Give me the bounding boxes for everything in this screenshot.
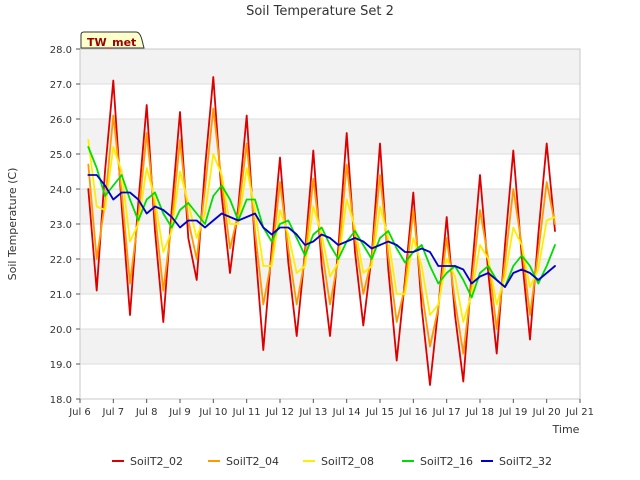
x-tick-label: Jul 12 bbox=[265, 407, 294, 418]
series-line-SoilT2_02 bbox=[87, 76, 556, 386]
background-band bbox=[80, 119, 580, 154]
x-tick-label: Jul 11 bbox=[232, 407, 261, 418]
y-tick-label: 28.0 bbox=[50, 45, 72, 56]
legend-item-SoilT2_16: SoilT2_16 bbox=[402, 455, 473, 468]
x-tick-label: Jul 15 bbox=[365, 407, 394, 418]
legend-item-SoilT2_02: SoilT2_02 bbox=[112, 455, 183, 468]
y-tick-label: 22.0 bbox=[50, 255, 72, 266]
x-tick-label: Jul 14 bbox=[332, 407, 361, 418]
x-axis-label: Time bbox=[552, 423, 580, 436]
x-tick-label: Jul 7 bbox=[102, 407, 125, 418]
series-line-SoilT2_04 bbox=[87, 107, 556, 355]
legend-label: SoilT2_16 bbox=[420, 455, 473, 468]
legend-item-SoilT2_04: SoilT2_04 bbox=[208, 455, 279, 468]
background-band bbox=[80, 49, 580, 84]
background-band bbox=[80, 189, 580, 224]
chart-title: Soil Temperature Set 2 bbox=[246, 4, 394, 19]
x-tick-label: Jul 20 bbox=[532, 407, 561, 418]
legend-label: SoilT2_32 bbox=[499, 455, 552, 468]
site-badge: TW_met bbox=[80, 31, 145, 49]
x-tick-label: Jul 21 bbox=[565, 407, 594, 418]
series-line-SoilT2_16 bbox=[87, 146, 556, 299]
x-tick-label: Jul 17 bbox=[432, 407, 461, 418]
y-tick-label: 19.0 bbox=[50, 360, 72, 371]
x-axis-ticks: Jul 6 Jul 7 Jul 8 Jul 9 Jul 10 Jul 11 Jul 12 Ju… bbox=[68, 399, 594, 418]
x-tick-label: Jul 9 bbox=[168, 407, 191, 418]
y-tick-label: 26.0 bbox=[50, 115, 72, 126]
y-tick-label: 18.0 bbox=[50, 395, 72, 406]
y-tick-label: 24.0 bbox=[50, 185, 72, 196]
x-tick-label: Jul 10 bbox=[198, 407, 227, 418]
y-axis-ticks: 18.0 19.0 20.0 21.0 22.0 23.0 24.0 25.0 26.0 27.0… bbox=[50, 45, 80, 406]
y-tick-label: 23.0 bbox=[50, 220, 72, 231]
y-tick-label: 25.0 bbox=[50, 150, 72, 161]
legend-item-SoilT2_08: SoilT2_08 bbox=[303, 455, 374, 468]
y-tick-label: 20.0 bbox=[50, 325, 72, 336]
legend-item-SoilT2_32: SoilT2_32 bbox=[481, 455, 552, 468]
x-tick-label: Jul 13 bbox=[298, 407, 327, 418]
legend-label: SoilT2_04 bbox=[226, 455, 279, 468]
series-lines bbox=[87, 76, 556, 386]
legend: SoilT2_02 SoilT2_04 SoilT2_08 SoilT2_16 Soil… bbox=[112, 455, 552, 468]
x-tick-label: Jul 19 bbox=[498, 407, 527, 418]
legend-label: SoilT2_08 bbox=[321, 455, 374, 468]
y-axis-label: Soil Temperature (C) bbox=[6, 168, 19, 281]
y-tick-label: 27.0 bbox=[50, 80, 72, 91]
x-tick-label: Jul 8 bbox=[135, 407, 158, 418]
x-tick-label: Jul 18 bbox=[465, 407, 494, 418]
site-badge-label: TW_met bbox=[87, 36, 136, 49]
series-line-SoilT2_32 bbox=[87, 174, 556, 288]
x-tick-label: Jul 6 bbox=[68, 407, 91, 418]
y-tick-label: 21.0 bbox=[50, 290, 72, 301]
x-tick-label: Jul 16 bbox=[398, 407, 427, 418]
legend-label: SoilT2_02 bbox=[130, 455, 183, 468]
